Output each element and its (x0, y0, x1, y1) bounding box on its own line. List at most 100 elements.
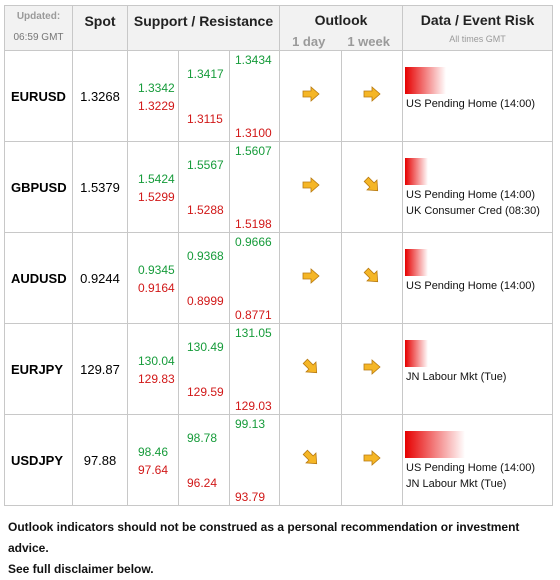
event-risk-bar (405, 340, 429, 367)
resistance-3: 131.05 (235, 326, 272, 340)
resistance-2: 98.78 (187, 431, 218, 445)
arrow-right-icon (302, 85, 320, 102)
support-1: 97.64 (138, 463, 169, 477)
outlook-1week-label: 1 week (347, 34, 390, 49)
level-2-cell: 1.3417 1.3115 (178, 50, 230, 142)
level-2-cell: 0.9368 0.8999 (178, 232, 230, 324)
arrow-down-right-icon (302, 449, 317, 464)
table-row: USDJPY 97.88 98.46 97.64 98.78 96.24 99.13 93.7… (4, 414, 554, 506)
arrow-right-icon (363, 449, 381, 466)
resistance-1: 1.5424 (138, 172, 175, 186)
level-1-cell: 0.9345 0.9164 (127, 232, 179, 324)
support-3: 93.79 (235, 490, 266, 504)
event-item: US Pending Home (14:00) (406, 189, 536, 201)
updated-header: Updated: 06:59 GMT (4, 5, 73, 51)
spot-price: 1.3268 (72, 50, 128, 142)
level-3-cell: 1.3434 1.3100 (228, 50, 281, 142)
arrow-right-icon (302, 176, 320, 193)
event-item: US Pending Home (14:00) (406, 280, 536, 292)
arrow-right-icon (302, 267, 320, 284)
outlook-1day-label: 1 day (292, 34, 326, 49)
level-3-cell: 99.13 93.79 (228, 414, 281, 506)
level-3-cell: 0.9666 0.8771 (228, 232, 281, 324)
resistance-3: 0.9666 (235, 235, 272, 249)
event-item: JN Labour Mkt (Tue) (406, 478, 507, 490)
support-2: 96.24 (187, 476, 218, 490)
spot-price: 129.87 (72, 323, 128, 415)
event-risk-bar (405, 67, 447, 94)
outlook-1day (279, 323, 343, 415)
event-item: US Pending Home (14:00) (406, 462, 536, 474)
level-1-cell: 1.3342 1.3229 (127, 50, 179, 142)
level-1-cell: 1.5424 1.5299 (127, 141, 179, 233)
resistance-2: 0.9368 (187, 249, 224, 263)
event-risk-cell: US Pending Home (14:00) (402, 50, 554, 142)
event-risk-cell: US Pending Home (14:00) UK Consumer Cred … (402, 141, 554, 233)
outlook-1day (279, 50, 343, 142)
header-row: Updated: 06:59 GMT Spot Support / Resist… (4, 5, 554, 51)
spot-price: 97.88 (72, 414, 128, 506)
updated-label: Updated: (16, 11, 61, 22)
outlook-1day (279, 141, 343, 233)
resistance-1: 130.04 (138, 354, 175, 368)
table-row: EURJPY 129.87 130.04 129.83 130.49 129.59 131.… (4, 323, 554, 415)
arrow-right-icon (363, 358, 381, 375)
resistance-2: 1.5567 (187, 158, 224, 172)
level-3-cell: 1.5607 1.5198 (228, 141, 281, 233)
disclaimer: Outlook indicators should not be constru… (8, 517, 560, 580)
arrow-down-right-icon (363, 267, 379, 282)
resistance-2: 130.49 (187, 340, 224, 354)
support-1: 1.5299 (138, 190, 175, 204)
support-3: 129.03 (235, 399, 272, 413)
table-row: GBPUSD 1.5379 1.5424 1.5299 1.5567 1.5288 1.56… (4, 141, 554, 233)
fx-outlook-table: Updated: 06:59 GMT Spot Support / Resist… (4, 5, 554, 506)
all-times-note: All times GMT (449, 34, 506, 44)
disclaimer-line-1: Outlook indicators should not be constru… (8, 520, 520, 555)
resistance-3: 99.13 (235, 417, 266, 431)
level-2-cell: 98.78 96.24 (178, 414, 230, 506)
outlook-1week (341, 323, 404, 415)
support-3: 1.3100 (235, 126, 272, 140)
level-1-cell: 98.46 97.64 (127, 414, 179, 506)
event-risk-cell: US Pending Home (14:00) (402, 232, 554, 324)
outlook-1week (341, 414, 404, 506)
level-2-cell: 130.49 129.59 (178, 323, 230, 415)
support-resistance-header: Support / Resistance (126, 5, 281, 51)
outlook-1day (279, 232, 343, 324)
support-2: 1.3115 (187, 112, 223, 126)
pair-name: EURJPY (4, 323, 73, 415)
resistance-1: 98.46 (138, 445, 169, 459)
event-item: JN Labour Mkt (Tue) (406, 371, 507, 383)
support-2: 129.59 (187, 385, 224, 399)
spot-price: 1.5379 (72, 141, 128, 233)
table-row: AUDUSD 0.9244 0.9345 0.9164 0.9368 0.8999 0.96… (4, 232, 554, 324)
outlook-1week (341, 232, 404, 324)
support-3: 1.5198 (235, 217, 272, 231)
arrow-right-icon (363, 85, 381, 102)
support-1: 0.9164 (138, 281, 175, 295)
event-risk-bar (405, 158, 429, 185)
pair-name: AUDUSD (4, 232, 73, 324)
resistance-3: 1.5607 (235, 144, 272, 158)
event-item: UK Consumer Cred (08:30) (406, 205, 540, 217)
pair-name: EURUSD (4, 50, 73, 142)
event-item: US Pending Home (14:00) (406, 98, 536, 110)
resistance-1: 0.9345 (138, 263, 175, 277)
spot-header: Spot (72, 5, 128, 51)
event-risk-header: Data / Event Risk All times GMT (402, 5, 554, 51)
support-3: 0.8771 (235, 308, 272, 322)
pair-name: GBPUSD (4, 141, 73, 233)
support-1: 1.3229 (138, 99, 175, 113)
arrow-down-right-icon (302, 358, 317, 373)
arrow-down-right-icon (363, 176, 379, 191)
support-2: 1.5288 (187, 203, 224, 217)
resistance-1: 1.3342 (138, 81, 175, 95)
support-1: 129.83 (138, 372, 175, 386)
level-3-cell: 131.05 129.03 (228, 323, 281, 415)
outlook-1day (279, 414, 343, 506)
outlook-1week (341, 50, 404, 142)
outlook-1week (341, 141, 404, 233)
event-risk-bar (405, 431, 466, 458)
level-1-cell: 130.04 129.83 (127, 323, 179, 415)
